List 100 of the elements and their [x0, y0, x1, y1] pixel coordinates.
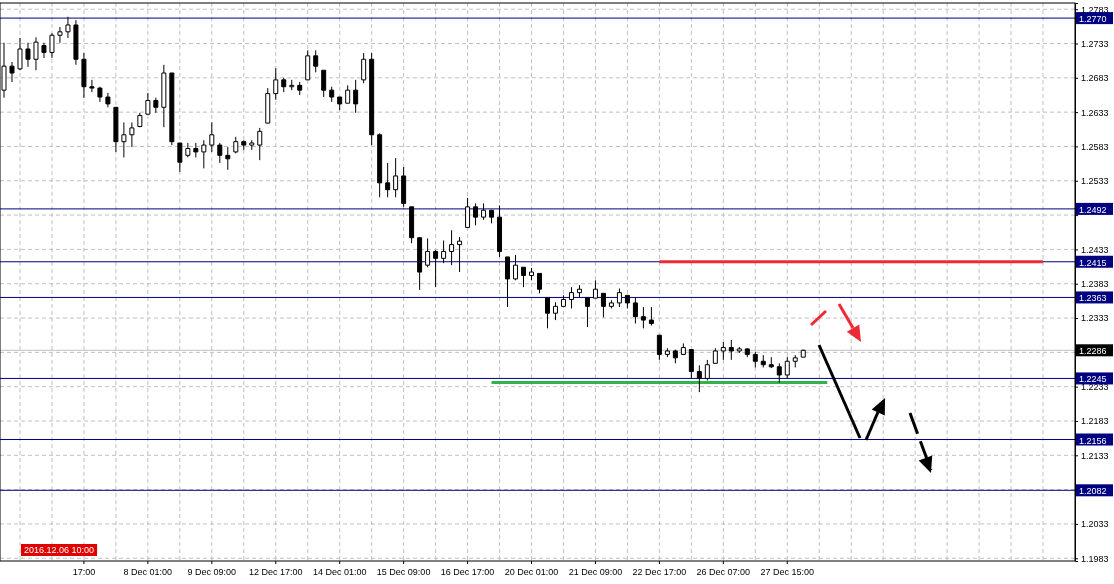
candlestick: [249, 139, 255, 151]
x-tick-label: 27 Dec 15:00: [760, 567, 815, 577]
x-tick-label: 15 Dec 09:00: [376, 567, 431, 577]
x-tick-label: 22 Dec 17:00: [632, 567, 687, 577]
y-tick-label: 1.2433: [1081, 244, 1109, 255]
candlestick: [800, 349, 806, 358]
candlestick: [217, 142, 223, 164]
candlestick: [473, 202, 479, 226]
y-tick-label: 1.2383: [1081, 279, 1109, 290]
candlestick: [113, 106, 119, 153]
candlestick: [177, 142, 183, 173]
candlestick: [465, 197, 471, 228]
candlestick: [664, 347, 670, 358]
candlestick: [736, 346, 742, 354]
candlestick: [393, 157, 399, 198]
x-tick-label: 20 Dec 01:00: [504, 567, 559, 577]
candlestick: [696, 364, 702, 393]
candlestick: [369, 52, 375, 146]
candlestick: [529, 267, 535, 281]
candlestick: [592, 279, 598, 299]
candlestick: [417, 236, 423, 291]
candlestick: [89, 79, 95, 93]
candlestick: [81, 52, 87, 99]
candlestick: [25, 42, 31, 68]
candlestick: [744, 347, 750, 358]
candlestick: [632, 297, 638, 325]
candlestick: [776, 362, 782, 384]
y-tick-label: 1.2233: [1081, 382, 1109, 393]
candlestick: [481, 202, 487, 221]
candlestick: [521, 266, 527, 288]
candlestick: [257, 127, 263, 161]
candlestick: [784, 356, 790, 379]
candlestick: [57, 26, 63, 44]
candlestick: [489, 209, 495, 224]
candlestick: [17, 37, 23, 71]
x-tick-label: 26 Dec 07:00: [696, 567, 751, 577]
candlestick: [768, 356, 774, 369]
candlestick: [433, 249, 439, 288]
candlestick: [273, 67, 279, 101]
candlestick: [153, 97, 159, 114]
x-tick-label: 21 Dec 09:00: [568, 567, 623, 577]
candlestick: [576, 284, 582, 298]
ref-line-label: 1.2156: [1079, 435, 1107, 446]
candlestick: [720, 341, 726, 361]
candlestick: [9, 61, 15, 83]
candlestick: [337, 96, 343, 111]
ref-line-label: 1.2492: [1079, 204, 1107, 215]
candlestick: [497, 204, 503, 258]
candlestick: [97, 86, 103, 103]
candlestick: [321, 69, 327, 98]
candlestick: [377, 132, 383, 198]
candlestick: [752, 351, 758, 368]
ref-line-label: 1.2082: [1079, 486, 1107, 497]
candlestick: [624, 294, 630, 309]
candlestick: [225, 146, 231, 171]
candlestick: [129, 121, 135, 148]
candlestick: [792, 354, 798, 368]
candlestick: [760, 354, 766, 368]
candlestick: [688, 349, 694, 379]
candlestick: [289, 79, 295, 91]
candlestick: [704, 359, 710, 381]
candlestick: [672, 349, 678, 364]
ref-line-label: 1.2363: [1079, 293, 1107, 304]
candlestick: [608, 299, 614, 309]
candlestick: [233, 136, 239, 154]
y-tick-label: 1.2183: [1081, 416, 1109, 427]
candlestick: [201, 139, 207, 169]
y-tick-label: 1.2333: [1081, 313, 1109, 324]
ref-line-label: 1.2286: [1079, 346, 1107, 357]
candlestick: [361, 52, 367, 84]
candlestick: [169, 72, 175, 146]
x-tick-label: 16 Dec 17:00: [440, 567, 495, 577]
y-tick-label: 1.2783: [1081, 4, 1109, 15]
candlestick: [552, 301, 558, 321]
candlestick: [73, 19, 79, 66]
candlestick: [600, 292, 606, 318]
candlestick: [505, 256, 511, 308]
candlestick: [313, 49, 319, 73]
ref-line-label: 1.2770: [1079, 14, 1107, 25]
candlestick: [537, 272, 542, 294]
candlestick: [449, 229, 455, 266]
y-tick-label: 1.1983: [1081, 553, 1109, 564]
candlestick: [329, 86, 335, 103]
candlestick: [656, 334, 662, 361]
y-tick-label: 1.2583: [1081, 141, 1109, 152]
candlestick: [137, 112, 143, 128]
candlestick: [33, 36, 39, 71]
candlestick: [712, 347, 718, 364]
y-tick-label: 1.2533: [1081, 176, 1109, 187]
candlestick: [161, 64, 167, 128]
candlestick: [544, 296, 550, 329]
candlestick: [193, 142, 199, 158]
candlestick: [185, 142, 191, 158]
candlestick: [345, 84, 351, 104]
candlestick: [65, 16, 71, 39]
candlestick: [385, 162, 391, 198]
candlestick: [513, 254, 519, 281]
candlestick: [560, 294, 566, 308]
candlestick: [281, 77, 287, 93]
y-tick-label: 1.2133: [1081, 450, 1109, 461]
